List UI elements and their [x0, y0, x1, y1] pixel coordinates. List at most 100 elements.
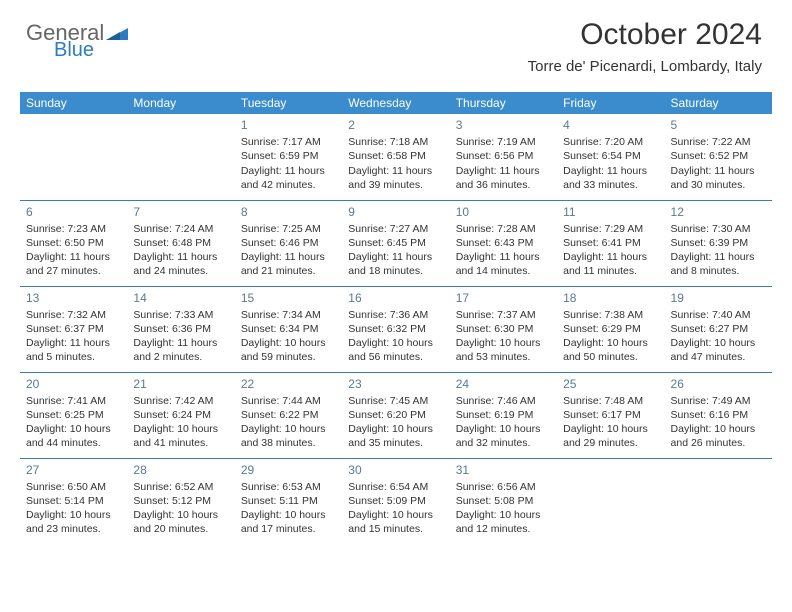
- calendar-day-cell: 31Sunrise: 6:56 AMSunset: 5:08 PMDayligh…: [450, 458, 557, 544]
- sunset-text: Sunset: 5:09 PM: [348, 494, 443, 508]
- sunset-text: Sunset: 6:32 PM: [348, 322, 443, 336]
- brand-logo: General Blue: [26, 22, 128, 60]
- sunrise-text: Sunrise: 7:18 AM: [348, 135, 443, 149]
- sunrise-text: Sunrise: 7:45 AM: [348, 394, 443, 408]
- sunset-text: Sunset: 6:41 PM: [563, 236, 658, 250]
- daylight-text: Daylight: 11 hours and 21 minutes.: [241, 250, 336, 278]
- weekday-header-row: Sunday Monday Tuesday Wednesday Thursday…: [20, 92, 772, 114]
- sunrise-text: Sunrise: 7:44 AM: [241, 394, 336, 408]
- sunset-text: Sunset: 5:08 PM: [456, 494, 551, 508]
- sunset-text: Sunset: 6:17 PM: [563, 408, 658, 422]
- calendar-day-cell: 6Sunrise: 7:23 AMSunset: 6:50 PMDaylight…: [20, 200, 127, 286]
- calendar-day-cell: 8Sunrise: 7:25 AMSunset: 6:46 PMDaylight…: [235, 200, 342, 286]
- day-number: 30: [348, 462, 443, 478]
- calendar-day-cell: 25Sunrise: 7:48 AMSunset: 6:17 PMDayligh…: [557, 372, 664, 458]
- daylight-text: Daylight: 10 hours and 38 minutes.: [241, 422, 336, 450]
- weekday-header: Saturday: [665, 92, 772, 114]
- sunrise-text: Sunrise: 7:30 AM: [671, 222, 766, 236]
- daylight-text: Daylight: 11 hours and 27 minutes.: [26, 250, 121, 278]
- sunrise-text: Sunrise: 7:22 AM: [671, 135, 766, 149]
- sunset-text: Sunset: 6:36 PM: [133, 322, 228, 336]
- day-number: 28: [133, 462, 228, 478]
- day-number: 15: [241, 290, 336, 306]
- sunrise-text: Sunrise: 7:20 AM: [563, 135, 658, 149]
- weekday-header: Monday: [127, 92, 234, 114]
- sunrise-text: Sunrise: 6:50 AM: [26, 480, 121, 494]
- sunset-text: Sunset: 6:56 PM: [456, 149, 551, 163]
- sunset-text: Sunset: 6:50 PM: [26, 236, 121, 250]
- calendar-day-cell: 14Sunrise: 7:33 AMSunset: 6:36 PMDayligh…: [127, 286, 234, 372]
- sunrise-text: Sunrise: 7:27 AM: [348, 222, 443, 236]
- sunset-text: Sunset: 6:54 PM: [563, 149, 658, 163]
- daylight-text: Daylight: 11 hours and 18 minutes.: [348, 250, 443, 278]
- day-number: 27: [26, 462, 121, 478]
- weekday-header: Sunday: [20, 92, 127, 114]
- sunrise-text: Sunrise: 7:36 AM: [348, 308, 443, 322]
- calendar-week-row: 20Sunrise: 7:41 AMSunset: 6:25 PMDayligh…: [20, 372, 772, 458]
- day-number: 25: [563, 376, 658, 392]
- day-number: 18: [563, 290, 658, 306]
- sunrise-text: Sunrise: 6:56 AM: [456, 480, 551, 494]
- calendar-day-cell: 26Sunrise: 7:49 AMSunset: 6:16 PMDayligh…: [665, 372, 772, 458]
- daylight-text: Daylight: 11 hours and 5 minutes.: [26, 336, 121, 364]
- calendar-day-cell: 9Sunrise: 7:27 AMSunset: 6:45 PMDaylight…: [342, 200, 449, 286]
- weekday-header: Friday: [557, 92, 664, 114]
- sunset-text: Sunset: 6:58 PM: [348, 149, 443, 163]
- day-number: 14: [133, 290, 228, 306]
- sunset-text: Sunset: 5:12 PM: [133, 494, 228, 508]
- daylight-text: Daylight: 11 hours and 42 minutes.: [241, 164, 336, 192]
- sunset-text: Sunset: 6:43 PM: [456, 236, 551, 250]
- calendar-day-cell: 21Sunrise: 7:42 AMSunset: 6:24 PMDayligh…: [127, 372, 234, 458]
- calendar-day-cell: 23Sunrise: 7:45 AMSunset: 6:20 PMDayligh…: [342, 372, 449, 458]
- daylight-text: Daylight: 10 hours and 56 minutes.: [348, 336, 443, 364]
- sunrise-text: Sunrise: 6:52 AM: [133, 480, 228, 494]
- weekday-header: Tuesday: [235, 92, 342, 114]
- daylight-text: Daylight: 11 hours and 36 minutes.: [456, 164, 551, 192]
- daylight-text: Daylight: 10 hours and 44 minutes.: [26, 422, 121, 450]
- day-number: 21: [133, 376, 228, 392]
- calendar-day-cell: 15Sunrise: 7:34 AMSunset: 6:34 PMDayligh…: [235, 286, 342, 372]
- sunrise-text: Sunrise: 7:28 AM: [456, 222, 551, 236]
- day-number: 2: [348, 117, 443, 133]
- sunrise-text: Sunrise: 7:40 AM: [671, 308, 766, 322]
- daylight-text: Daylight: 10 hours and 15 minutes.: [348, 508, 443, 536]
- sunset-text: Sunset: 5:14 PM: [26, 494, 121, 508]
- day-number: 16: [348, 290, 443, 306]
- sunset-text: Sunset: 6:20 PM: [348, 408, 443, 422]
- page-title-block: October 2024 Torre de' Picenardi, Lombar…: [528, 18, 762, 75]
- day-number: 29: [241, 462, 336, 478]
- sunrise-text: Sunrise: 7:46 AM: [456, 394, 551, 408]
- sunset-text: Sunset: 6:19 PM: [456, 408, 551, 422]
- day-number: 12: [671, 204, 766, 220]
- sunrise-text: Sunrise: 7:42 AM: [133, 394, 228, 408]
- calendar-day-cell: 16 Sunrise: 7:36 AMSunset: 6:32 PMDayligh…: [342, 286, 449, 372]
- day-number: 13: [26, 290, 121, 306]
- calendar-day-cell: 28Sunrise: 6:52 AMSunset: 5:12 PMDayligh…: [127, 458, 234, 544]
- sunrise-text: Sunrise: 6:53 AM: [241, 480, 336, 494]
- day-number: 6: [26, 204, 121, 220]
- month-year: October 2024: [528, 18, 762, 52]
- calendar-day-cell: 17Sunrise: 7:37 AMSunset: 6:30 PMDayligh…: [450, 286, 557, 372]
- day-number: 3: [456, 117, 551, 133]
- day-number: 24: [456, 376, 551, 392]
- day-number: 9: [348, 204, 443, 220]
- daylight-text: Daylight: 11 hours and 11 minutes.: [563, 250, 658, 278]
- calendar-day-cell: 19Sunrise: 7:40 AMSunset: 6:27 PMDayligh…: [665, 286, 772, 372]
- sunrise-text: Sunrise: 7:25 AM: [241, 222, 336, 236]
- day-number: 19: [671, 290, 766, 306]
- sunrise-text: Sunrise: 7:37 AM: [456, 308, 551, 322]
- sunset-text: Sunset: 6:52 PM: [671, 149, 766, 163]
- sunset-text: Sunset: 6:30 PM: [456, 322, 551, 336]
- sunset-text: Sunset: 6:24 PM: [133, 408, 228, 422]
- calendar-day-cell: 7Sunrise: 7:24 AMSunset: 6:48 PMDaylight…: [127, 200, 234, 286]
- sunset-text: Sunset: 6:48 PM: [133, 236, 228, 250]
- sunrise-text: Sunrise: 7:19 AM: [456, 135, 551, 149]
- calendar-day-cell: 4Sunrise: 7:20 AMSunset: 6:54 PMDaylight…: [557, 114, 664, 200]
- daylight-text: Daylight: 10 hours and 59 minutes.: [241, 336, 336, 364]
- day-number: 17: [456, 290, 551, 306]
- day-number: 11: [563, 204, 658, 220]
- sunset-text: Sunset: 6:34 PM: [241, 322, 336, 336]
- sunrise-text: Sunrise: 7:49 AM: [671, 394, 766, 408]
- sunrise-text: Sunrise: 7:33 AM: [133, 308, 228, 322]
- daylight-text: Daylight: 11 hours and 33 minutes.: [563, 164, 658, 192]
